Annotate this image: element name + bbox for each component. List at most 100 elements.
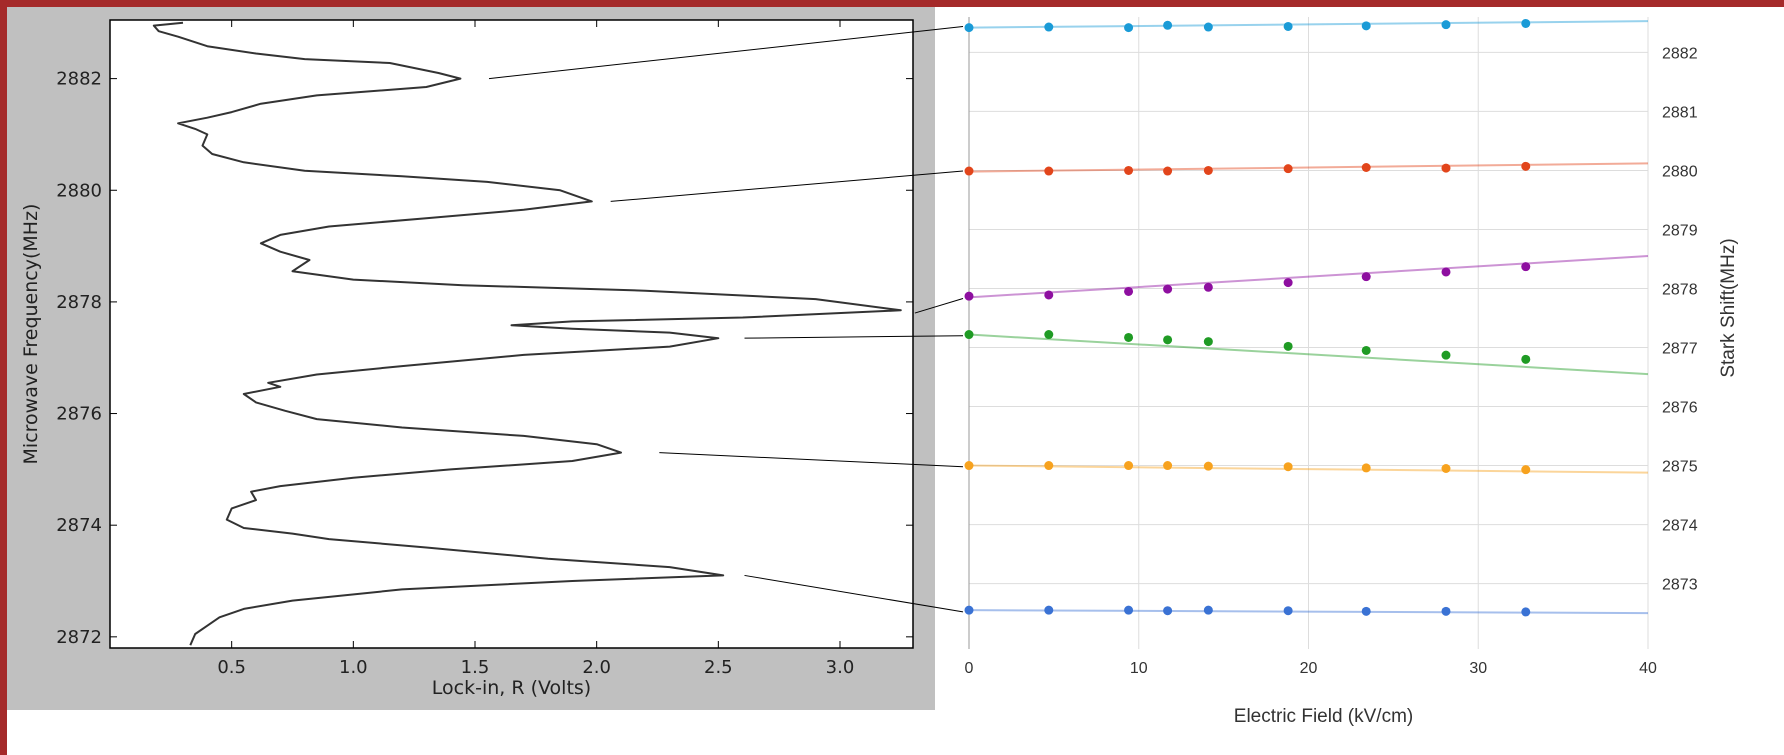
data-point-5	[964, 605, 974, 615]
left-plot-area	[109, 19, 914, 649]
data-point-5	[1163, 606, 1173, 616]
right-y-axis-title: Stark Shift(MHz)	[1718, 238, 1739, 377]
data-point-1	[1361, 163, 1371, 172]
data-point-3	[1441, 350, 1451, 360]
data-point-3	[1203, 337, 1213, 347]
right-x-tick-label: 10	[1130, 660, 1148, 677]
data-point-3	[1521, 354, 1531, 364]
data-point-0	[1203, 22, 1213, 32]
data-point-5	[1203, 605, 1213, 615]
left-y-axis-title: Microwave Frequency(MHz)	[20, 204, 42, 465]
connector-line	[914, 298, 964, 314]
right-x-tick-label: 20	[1300, 660, 1318, 677]
connector-line	[744, 335, 964, 339]
data-point-3	[1163, 335, 1173, 345]
data-point-1	[1163, 166, 1173, 176]
data-point-4	[1044, 461, 1054, 471]
left-x-tick-label: 0.5	[217, 657, 246, 678]
data-point-1	[964, 166, 974, 176]
connector-line	[610, 170, 964, 202]
left-x-tick-label: 3.0	[826, 657, 855, 678]
chart-svg: 0.5 1.0 1.5 2.0 2.5 3.02872287428762878288028…	[7, 7, 1739, 727]
left-y-tick-label: 2880	[56, 180, 102, 201]
right-x-axis-title: Electric Field (kV/cm)	[1234, 706, 1413, 727]
data-point-5	[1361, 606, 1371, 616]
data-point-0	[964, 23, 974, 33]
data-point-4	[1361, 463, 1371, 473]
right-x-tick-label: 30	[1469, 660, 1487, 677]
data-point-3	[1361, 345, 1371, 355]
data-point-3	[1044, 330, 1054, 340]
data-point-2	[1521, 262, 1531, 272]
right-y-tick-label: 2876	[1662, 400, 1698, 417]
connector-line	[659, 452, 964, 468]
data-point-2	[1163, 284, 1173, 294]
data-point-4	[1163, 461, 1173, 471]
right-y-tick-label: 2873	[1662, 577, 1698, 594]
connector-line	[744, 574, 964, 613]
left-y-tick-label: 2882	[56, 69, 102, 90]
data-point-2	[1283, 278, 1293, 288]
data-point-0	[1163, 20, 1173, 30]
data-point-1	[1283, 164, 1293, 174]
data-point-5	[1521, 607, 1531, 617]
left-y-tick-label: 2872	[56, 627, 102, 648]
connector-lines	[488, 25, 964, 613]
data-point-4	[1283, 462, 1293, 472]
data-point-1	[1203, 165, 1213, 175]
right-y-tick-label: 2879	[1662, 222, 1698, 239]
data-point-3	[964, 330, 974, 340]
data-point-4	[1124, 461, 1134, 471]
left-x-tick-label: 2.0	[582, 657, 611, 678]
data-point-5	[1044, 605, 1054, 615]
left-y-tick-label: 2878	[56, 292, 102, 313]
right-y-tick-label: 2874	[1662, 518, 1698, 535]
data-point-3	[1124, 332, 1134, 342]
data-point-1	[1441, 163, 1451, 173]
left-x-tick-label: 1.0	[339, 657, 368, 678]
right-y-tick-label: 2877	[1662, 341, 1698, 358]
fit-line-1	[968, 162, 1649, 173]
data-point-4	[964, 461, 974, 471]
data-point-4	[1521, 465, 1531, 475]
spectrum-line	[152, 21, 902, 646]
data-point-2	[1044, 290, 1054, 300]
data-point-1	[1521, 161, 1531, 171]
right-y-tick-label: 2878	[1662, 281, 1698, 298]
data-point-0	[1361, 21, 1371, 31]
fit-line-5	[968, 609, 1649, 615]
data-point-4	[1203, 461, 1213, 471]
right-y-tick-label: 2882	[1662, 45, 1698, 62]
left-x-tick-label: 2.5	[704, 657, 733, 678]
data-point-1	[1044, 166, 1054, 176]
data-point-3	[1283, 341, 1293, 351]
fit-line-4	[968, 464, 1649, 474]
data-point-4	[1441, 464, 1451, 473]
data-point-0	[1044, 22, 1054, 32]
data-point-1	[1124, 165, 1134, 175]
fit-line-0	[968, 20, 1649, 29]
data-point-5	[1441, 606, 1451, 616]
data-point-2	[1203, 282, 1213, 292]
connector-line	[488, 25, 964, 80]
right-x-tick-label: 0	[965, 660, 974, 677]
data-point-2	[1124, 286, 1134, 296]
data-point-0	[1441, 20, 1451, 30]
fit-line-3	[968, 333, 1649, 376]
left-x-axis-title: Lock-in, R (Volts)	[432, 677, 591, 699]
right-y-tick-label: 2875	[1662, 459, 1698, 476]
data-point-2	[1441, 267, 1451, 277]
right-y-tick-label: 2880	[1662, 163, 1698, 180]
right-chart: 2873 2874 2875 2876 2877 2878 2879 2880 2881 2882…	[964, 17, 1739, 727]
data-point-2	[1361, 272, 1371, 282]
right-y-tick-label: 2881	[1662, 104, 1698, 121]
left-x-tick-label: 1.5	[461, 657, 490, 678]
figure: 0.5 1.0 1.5 2.0 2.5 3.0 2872 2874 2876 2878 2880 28…	[7, 7, 1784, 755]
data-point-0	[1521, 18, 1531, 28]
data-point-2	[964, 291, 974, 301]
left-y-tick-label: 2876	[56, 404, 102, 425]
data-point-5	[1283, 606, 1293, 616]
fit-line-2	[968, 255, 1649, 299]
data-point-5	[1124, 605, 1134, 615]
left-chart: 0.5 1.0 1.5 2.0 2.5 3.0 2872 2874 2876 2878 2880 28…	[20, 19, 914, 699]
